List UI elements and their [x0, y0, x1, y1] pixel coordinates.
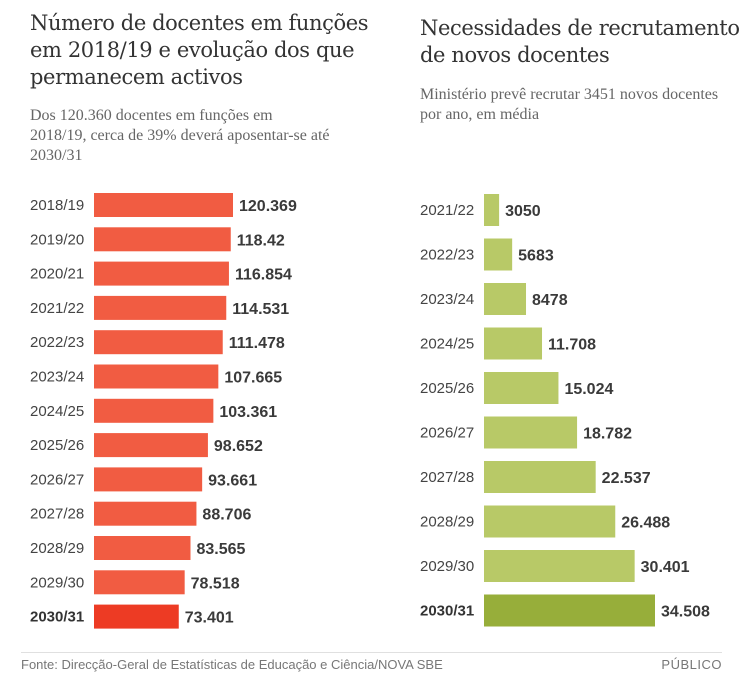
value-label: 103.361 [219, 404, 277, 421]
bar-charts: 2018/19 120.369 2019/20 118.42 2020/21 116.85… [30, 193, 710, 629]
bar [94, 261, 229, 286]
category-label: 2028/29 [30, 540, 84, 557]
bar [94, 330, 223, 355]
value-label: 11.708 [548, 337, 596, 354]
right-chart-subtitle: Ministério prevê recrutar 3451 novos doc… [420, 86, 719, 123]
value-label: 83.565 [196, 541, 245, 558]
value-label: 107.665 [224, 370, 282, 387]
value-label: 93.661 [208, 472, 257, 489]
bar [94, 227, 231, 252]
category-label: 2024/25 [30, 403, 84, 420]
value-label: 18.782 [583, 426, 632, 443]
value-label: 22.537 [602, 470, 651, 487]
category-label: 2027/28 [30, 506, 84, 523]
value-label: 116.854 [235, 267, 292, 284]
left-chart-subtitle: Dos 120.360 docentes em funções em 2018/… [30, 107, 330, 164]
value-label: 98.652 [214, 438, 263, 455]
bar [484, 594, 655, 627]
bar [484, 505, 616, 538]
bar [484, 194, 500, 226]
category-label: 2021/22 [420, 202, 474, 219]
bar [484, 238, 513, 271]
value-label: 5683 [518, 248, 554, 265]
bar [94, 193, 233, 217]
category-label: 2026/27 [30, 471, 84, 488]
value-label: 34.508 [661, 604, 710, 621]
category-label: 2018/19 [30, 197, 84, 214]
category-label: 2027/28 [420, 469, 474, 486]
value-label: 15.024 [564, 381, 613, 398]
category-label: 2022/23 [30, 334, 84, 351]
category-label: 2029/30 [30, 574, 84, 591]
value-label: 118.42 [237, 232, 285, 249]
bar [484, 372, 559, 404]
bar [94, 501, 197, 526]
bar [94, 364, 219, 389]
category-label: 2020/21 [30, 266, 84, 283]
value-label: 26.488 [621, 515, 670, 532]
category-label: 2028/29 [420, 514, 474, 531]
category-label: 2022/23 [420, 247, 474, 264]
bar [484, 550, 635, 582]
bar [94, 295, 227, 320]
value-label: 3050 [505, 203, 541, 220]
category-label: 2030/31 [30, 609, 84, 626]
category-label: 2026/27 [420, 425, 474, 442]
left-chart-title: Número de docentes em funções em 2018/19… [30, 11, 369, 89]
bar [94, 467, 203, 492]
category-label: 2025/26 [420, 380, 474, 397]
bar [94, 536, 191, 560]
category-label: 2030/31 [420, 603, 474, 620]
category-label: 2025/26 [30, 437, 84, 454]
value-label: 30.401 [641, 559, 690, 576]
footer-divider [21, 652, 722, 653]
bar [484, 416, 578, 449]
publisher-brand: PÚBLICO [661, 657, 722, 672]
bar [484, 283, 527, 315]
value-label: 88.706 [202, 507, 251, 524]
value-label: 8478 [532, 292, 568, 309]
value-label: 78.518 [191, 575, 240, 592]
category-label: 2024/25 [420, 336, 474, 353]
bar [94, 604, 179, 629]
bar [94, 398, 214, 423]
bar [94, 433, 208, 458]
category-label: 2029/30 [420, 558, 474, 575]
right-bar-chart: 2021/22 3050 2022/23 5683 2023/24 8478 2024/25… [420, 194, 710, 627]
bar [484, 461, 596, 493]
left-bar-chart: 2018/19 120.369 2019/20 118.42 2020/21 116.85… [30, 193, 297, 629]
source-note: Fonte: Direcção-Geral de Estatísticas de… [21, 657, 443, 672]
category-label: 2019/20 [30, 231, 84, 248]
category-label: 2021/22 [30, 300, 84, 317]
category-label: 2023/24 [30, 369, 84, 386]
bar [94, 570, 185, 595]
category-label: 2023/24 [420, 291, 474, 308]
right-chart-title: Necessidades de recrutamento de novos do… [420, 16, 740, 67]
bar [484, 327, 543, 360]
value-label: 120.369 [239, 198, 297, 215]
value-label: 114.531 [232, 301, 289, 318]
value-label: 73.401 [185, 610, 234, 627]
value-label: 111.478 [229, 335, 285, 352]
